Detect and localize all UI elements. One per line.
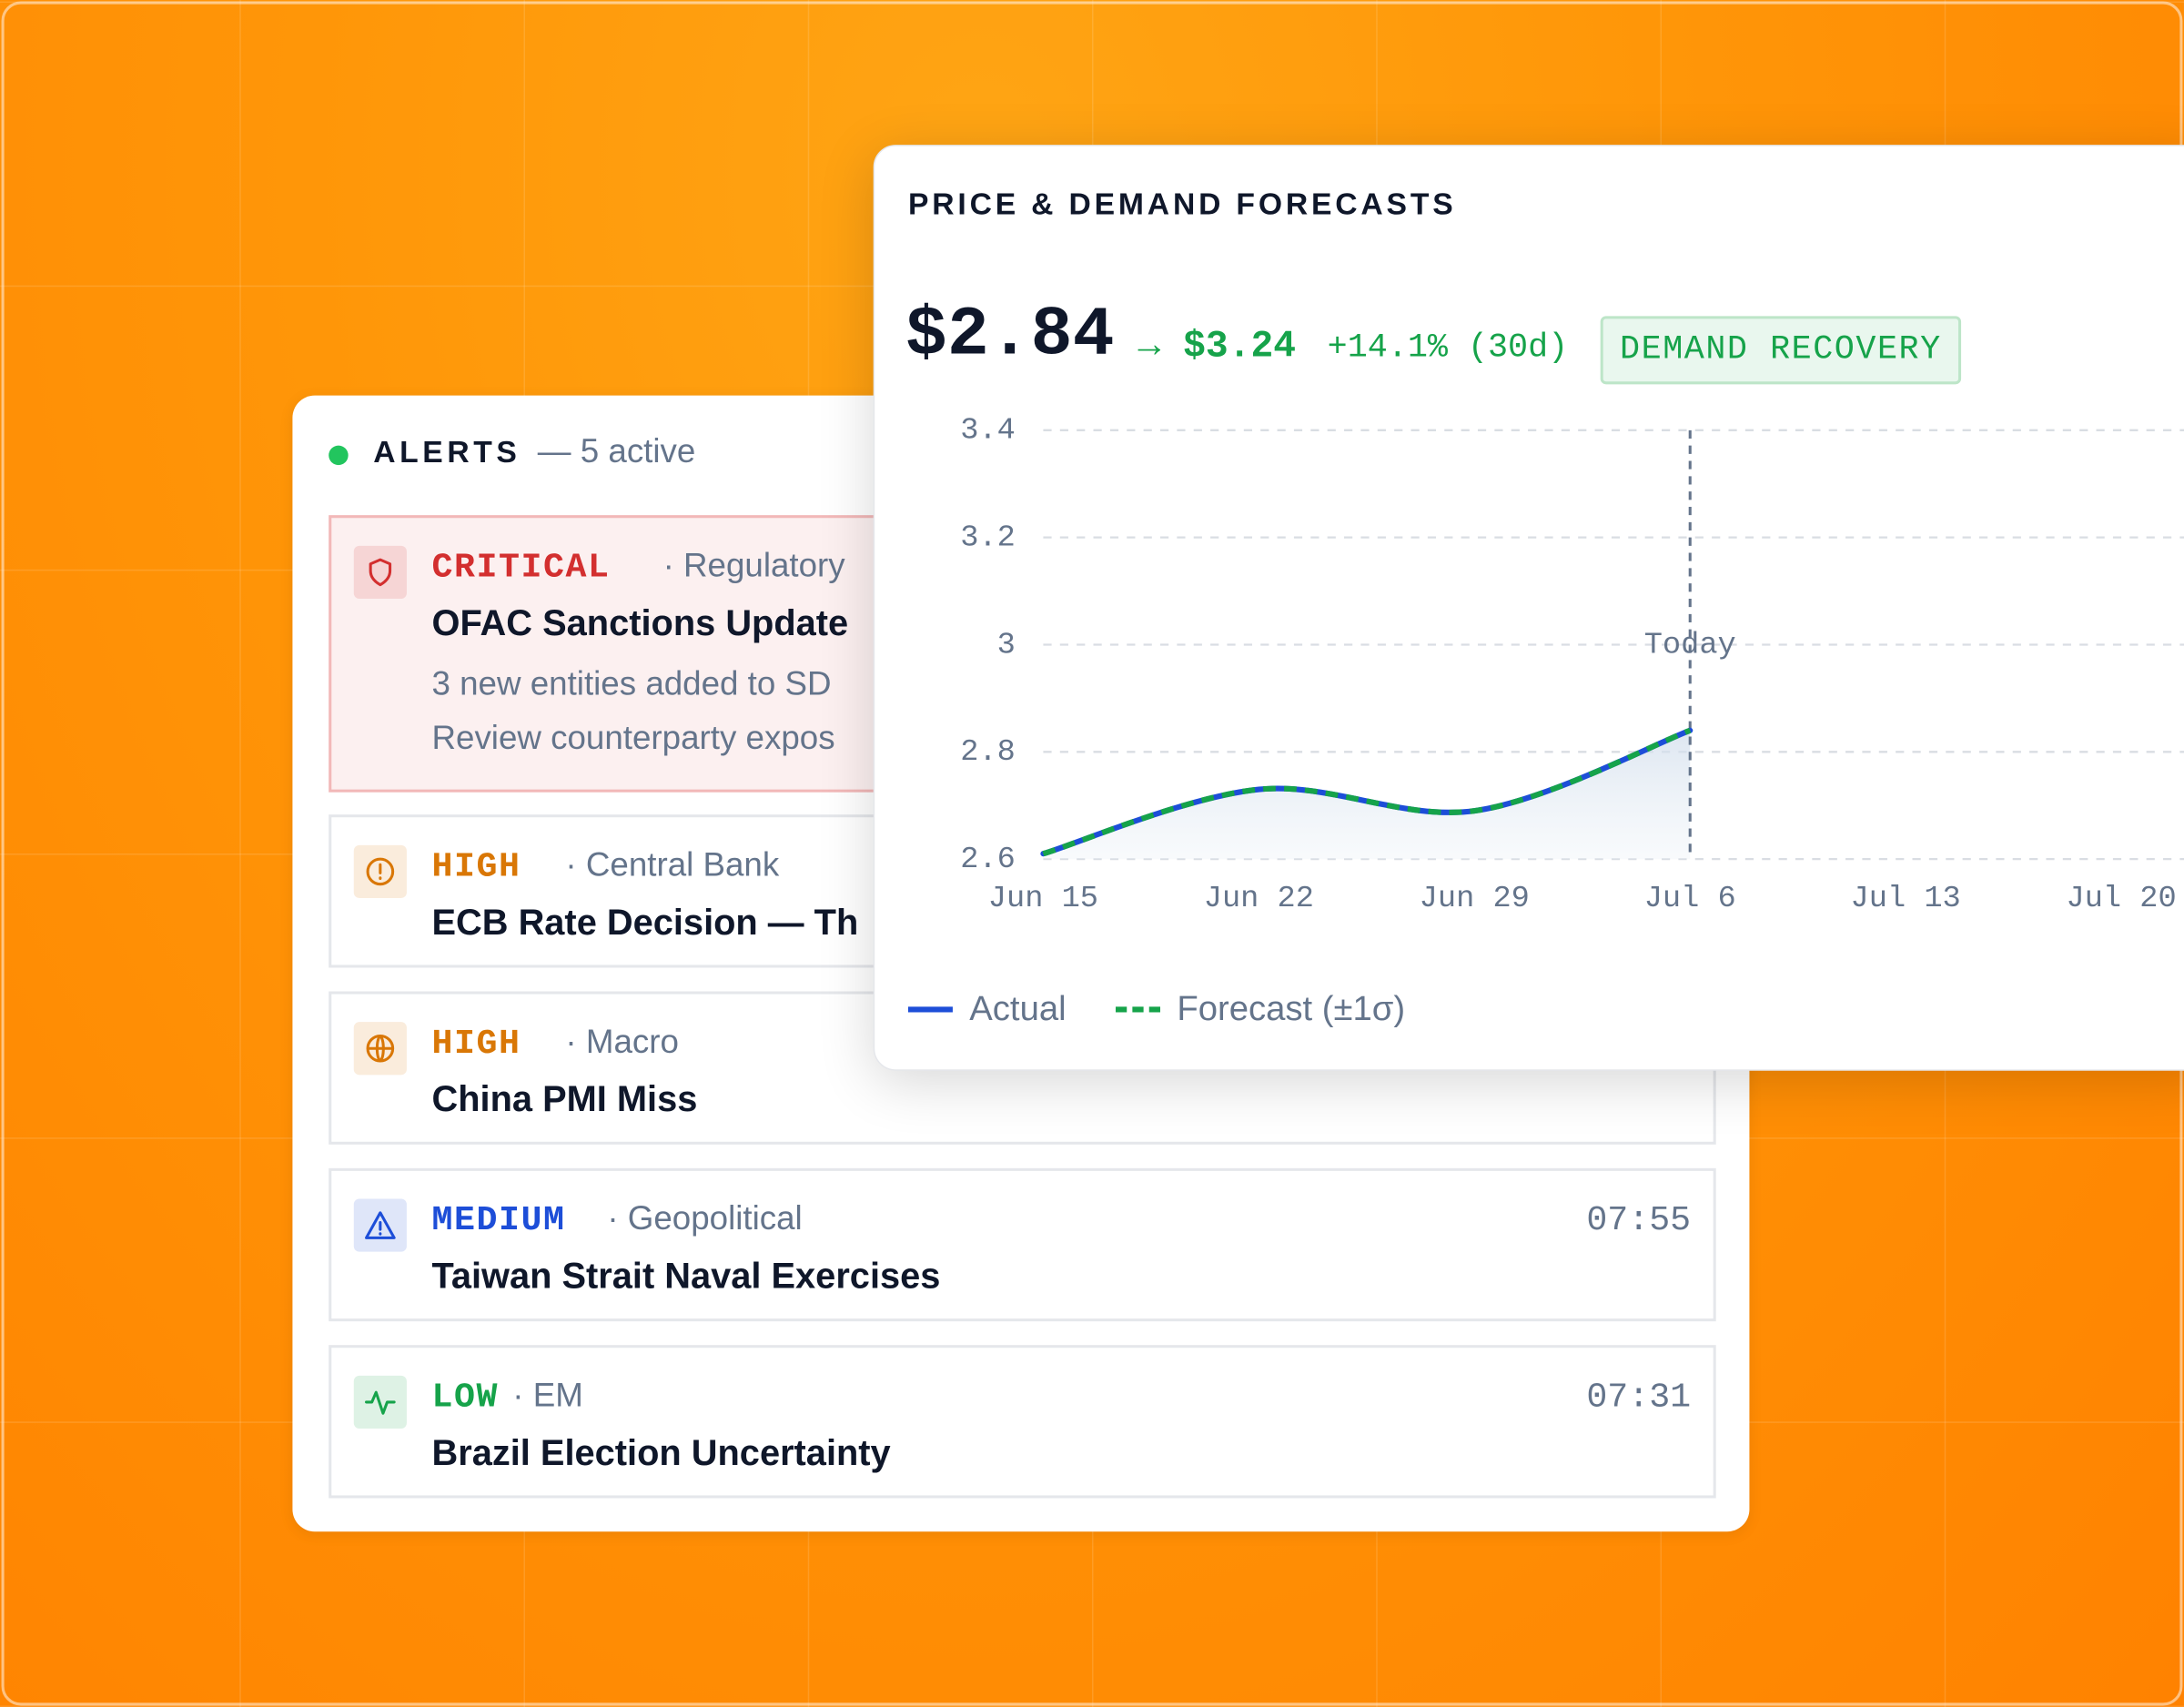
- forecast-title: PRICE & DEMAND FORECASTS: [907, 187, 1457, 222]
- y-tick-label: 3.2: [960, 521, 1016, 556]
- y-tick-label: 3.4: [960, 414, 1016, 449]
- legend-label: Forecast (±1σ): [1177, 989, 1405, 1028]
- alert-time: 07:31: [1586, 1377, 1692, 1418]
- chart: 2.6 2.8 3 3.2 3.4 Jun 15 Jun 22 Jun 29 Jul 6 Jul …: [907, 414, 2184, 1028]
- y-tick-label: 2.6: [960, 843, 1016, 877]
- alert-level: LOW: [431, 1377, 499, 1418]
- alert-title: China PMI Miss: [431, 1077, 698, 1120]
- x-tick-label: Jun 29: [1420, 882, 1530, 916]
- alert-icon: [353, 1375, 407, 1429]
- price-change: +14.1% (30d): [1327, 329, 1569, 368]
- alert-icon: [353, 844, 407, 898]
- today-label: Today: [1644, 628, 1736, 662]
- alert-card[interactable]: MEDIUM · Geopolitical Taiwan Strait Nava…: [329, 1167, 1716, 1322]
- legend-label: Actual: [969, 989, 1066, 1028]
- alert-detail: 3 new entities added to SD: [431, 665, 832, 703]
- alert-title: Taiwan Strait Naval Exercises: [431, 1254, 941, 1297]
- alert-title: ECB Rate Decision — Th: [431, 901, 859, 943]
- alert-category: · Geopolitical: [607, 1200, 803, 1238]
- x-tick-label: Jul 13: [1851, 882, 1961, 916]
- y-tick-label: 3: [997, 628, 1016, 662]
- alert-category: · Macro: [565, 1023, 679, 1062]
- area-fill: [1043, 730, 1691, 860]
- alert-icon: [353, 1198, 407, 1252]
- alert-level: CRITICAL: [431, 547, 611, 588]
- alert-level: HIGH: [431, 1023, 521, 1065]
- alert-category: · EM: [512, 1377, 583, 1415]
- alert-detail: Review counterparty expos: [431, 720, 835, 758]
- x-tick-label: Jul 6: [1644, 882, 1736, 916]
- x-tick-label: Jun 22: [1204, 882, 1314, 916]
- alert-level: HIGH: [431, 846, 521, 887]
- x-tick-label: Jul 20: [2067, 882, 2177, 916]
- series-line: [1042, 727, 1692, 857]
- alerts-count: — 5 active: [537, 432, 696, 471]
- y-tick-label: 2.8: [960, 735, 1016, 770]
- alert-level: MEDIUM: [431, 1200, 566, 1241]
- forecast-panel: PRICE & DEMAND FORECASTS $2.84 → $3.24 +…: [873, 145, 2184, 1071]
- alert-title: OFAC Sanctions Update: [431, 601, 849, 643]
- alerts-title: ALERTS: [373, 434, 521, 470]
- alert-time: 07:55: [1586, 1200, 1692, 1241]
- target-price: → $3.24: [1138, 327, 1297, 369]
- alert-icon: [353, 545, 407, 599]
- alert-title: Brazil Election Uncertainty: [431, 1431, 891, 1473]
- x-tick-label: Jun 15: [988, 882, 1098, 916]
- alert-card[interactable]: LOW · EM Brazil Election Uncertainty 07:…: [329, 1345, 1716, 1499]
- current-price: $2.84: [905, 296, 1115, 377]
- alert-category: · Central Bank: [565, 846, 780, 884]
- status-dot: [329, 445, 349, 466]
- trend-badge: DEMAND RECOVERY: [1600, 316, 1962, 385]
- alert-category: · Regulatory: [662, 547, 845, 585]
- alert-icon: [353, 1022, 407, 1076]
